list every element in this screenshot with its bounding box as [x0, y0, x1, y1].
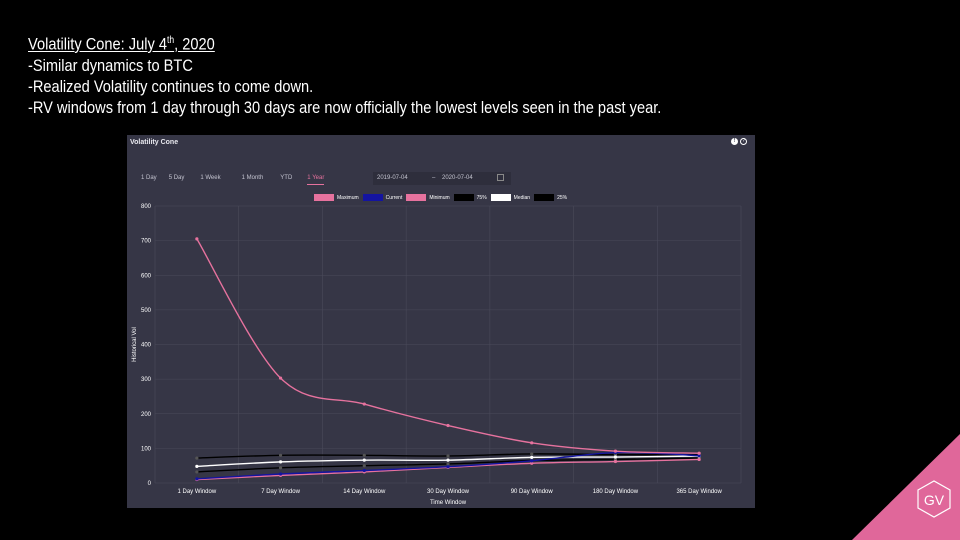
series-line-maximum-point [195, 237, 199, 241]
legend-item[interactable]: Maximum [314, 194, 359, 201]
slide-title-sup: th [166, 35, 175, 46]
volatility-cone-panel: Volatility Cone ! ? 1 Day 5 Day 1 Week 1… [127, 135, 755, 508]
y-tick-label: 0 [148, 481, 152, 487]
bullet-3: -RV windows from 1 day through 30 days a… [28, 97, 662, 117]
legend-label: Maximum [337, 194, 359, 201]
legend-swatch [314, 194, 334, 201]
series-line-maximum-point [278, 376, 283, 380]
y-tick-label: 200 [141, 412, 152, 418]
y-tick-label: 100 [141, 446, 152, 452]
legend-item[interactable]: Median [490, 194, 531, 201]
series-line-current-point [278, 472, 283, 476]
help-icon[interactable]: ? [740, 138, 747, 145]
legend-label: 25% [557, 194, 568, 201]
chart-legend: Maximum Current Minimum 75% Median 25% [314, 194, 571, 201]
legend-swatch [453, 194, 474, 201]
legend-label: Current [385, 194, 403, 201]
tab-ytd[interactable]: YTD [280, 175, 293, 181]
series-line-25--point [195, 470, 199, 474]
series-line-minimum-point [697, 457, 701, 462]
date-separator: – [432, 175, 436, 181]
panel-icons: ! ? [731, 138, 747, 145]
series-line-75--point [362, 453, 366, 457]
tab-1-week[interactable]: 1 Week [200, 175, 221, 181]
date-range-picker[interactable]: 2019-07-04 – 2020-07-04 [373, 172, 511, 185]
bullet-2: -Realized Volatility continues to come d… [28, 76, 314, 96]
date-to[interactable]: 2020-07-04 [442, 175, 473, 181]
y-tick-label: 600 [141, 273, 152, 279]
legend-swatch [406, 194, 427, 201]
series-line-75--point [195, 456, 199, 460]
x-tick-label: 365 Day Window [676, 489, 722, 495]
series-line-75--point [278, 453, 283, 457]
chart-plot: 0 100 200 300 400 500 600 700 800 1 Day Window 7 D… [132, 204, 742, 506]
legend-swatch [490, 194, 511, 201]
date-from[interactable]: 2019-07-04 [377, 175, 408, 181]
series-line-minimum-point [613, 459, 618, 464]
series-line-current-point [362, 468, 366, 473]
series-line-median-point [446, 458, 450, 462]
legend-label: Median [513, 194, 531, 201]
y-tick-label: 300 [141, 377, 152, 383]
series-line-maximum-point [613, 449, 618, 453]
series-line-75--point [530, 452, 534, 456]
series-line-25--point [446, 462, 450, 466]
series-line-median-point [530, 455, 534, 459]
tab-1-month[interactable]: 1 Month [241, 175, 264, 181]
series-line-maximum-point [446, 423, 450, 428]
panel-title: Volatility Cone [130, 139, 179, 146]
legend-item[interactable]: 25% [534, 194, 567, 201]
logo-hexagon [917, 480, 951, 518]
y-tick-label: 700 [141, 239, 152, 245]
legend-label: Minimum [429, 194, 450, 201]
tab-1-day[interactable]: 1 Day [141, 175, 157, 181]
series-line-current-point [195, 477, 199, 481]
slide-title-suffix: , 2020 [174, 34, 215, 54]
series-line-minimum-point [530, 461, 534, 465]
y-tick-label: 400 [141, 343, 152, 349]
logo-text: GV [924, 492, 945, 508]
series-line-current-point [446, 465, 450, 469]
tab-5-day[interactable]: 5 Day [168, 175, 185, 181]
y-axis-label: Historical Vol [132, 327, 138, 362]
series-line-current-point [697, 454, 701, 458]
series-line-maximum-point [697, 451, 701, 455]
y-tick-label: 500 [141, 308, 152, 314]
y-tick-label: 800 [141, 204, 152, 210]
series-line-25--point [278, 466, 283, 470]
series-line-maximum-point [530, 441, 534, 445]
legend-item[interactable]: 75% [453, 194, 487, 201]
legend-swatch [362, 194, 383, 201]
x-tick-label: 90 Day Window [511, 489, 554, 495]
slide-text: Volatility Cone: July 4th, 2020 -Similar… [28, 30, 928, 118]
series-line-median-point [278, 460, 283, 464]
series-line-75--point [446, 454, 450, 458]
series-line-maximum-point [362, 402, 366, 406]
series-line-median-point [613, 455, 618, 459]
series-line-median-point [362, 458, 366, 462]
slide-title-prefix: Volatility Cone: July 4 [28, 34, 167, 54]
x-tick-label: 30 Day Window [427, 489, 470, 495]
info-icon[interactable]: ! [731, 138, 738, 145]
calendar-icon[interactable] [497, 174, 504, 181]
tab-1-year[interactable]: 1 Year [307, 175, 325, 185]
bullet-1: -Similar dynamics to BTC [28, 55, 193, 75]
series-line-25--point [362, 464, 366, 468]
slide-title: Volatility Cone: July 4th, 2020 [28, 30, 802, 55]
series-line-median-point [195, 464, 199, 468]
x-tick-label: 180 Day Window [593, 489, 639, 495]
gv-logo: GV [852, 434, 960, 540]
legend-item[interactable]: Minimum [406, 194, 450, 201]
x-tick-label: 14 Day Window [343, 489, 386, 495]
legend-item[interactable]: Current [362, 194, 403, 201]
x-axis-label: Time Window [430, 500, 467, 506]
legend-label: 75% [476, 194, 487, 201]
series-line-maximum [196, 238, 700, 454]
logo-triangle [852, 434, 960, 540]
legend-swatch [534, 194, 555, 201]
series-line-current-point [530, 459, 534, 463]
time-tabs: 1 Day 5 Day 1 Week 1 Month YTD 1 Year [141, 175, 325, 185]
x-tick-label: 7 Day Window [261, 489, 300, 495]
x-tick-label: 1 Day Window [178, 489, 217, 495]
